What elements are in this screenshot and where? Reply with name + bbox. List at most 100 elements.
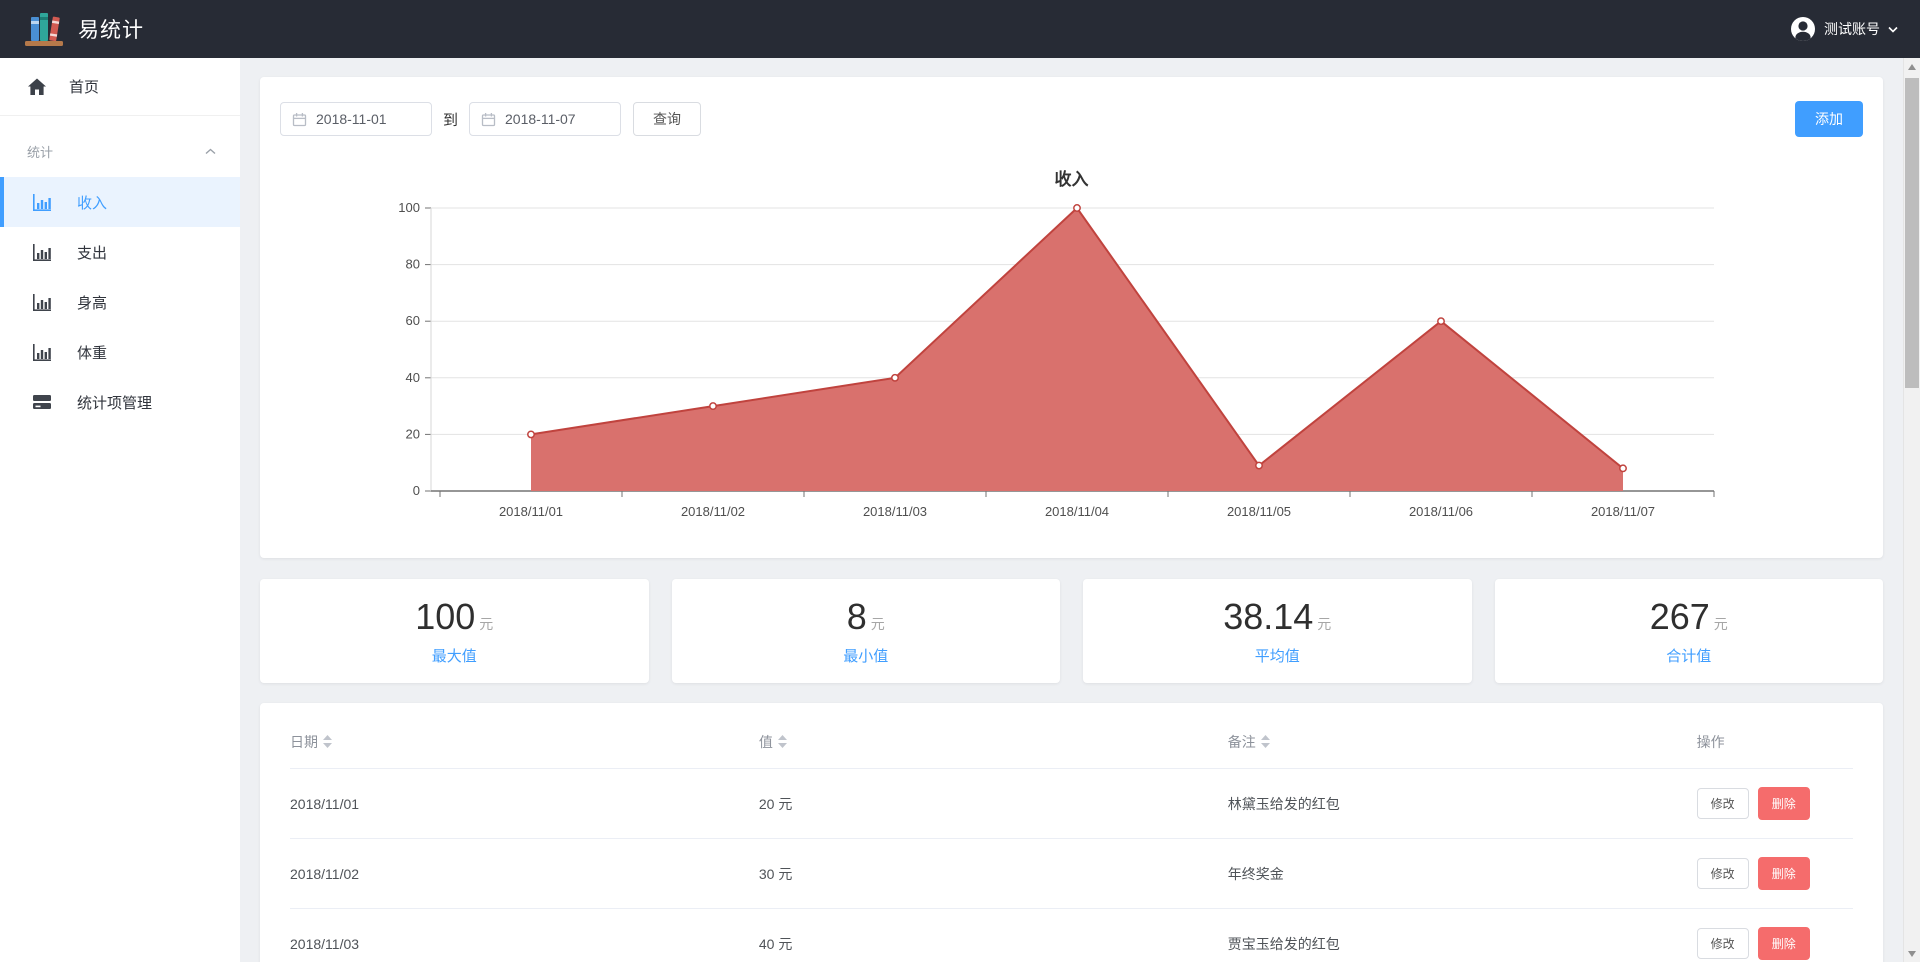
- delete-button[interactable]: 删除: [1757, 927, 1810, 960]
- chart-point: [891, 373, 899, 382]
- sidebar-section-label: 统计: [27, 145, 54, 160]
- sidebar-item-height[interactable]: 身高: [0, 277, 240, 327]
- col-header-value[interactable]: 值: [759, 709, 1228, 769]
- sidebar-item-home[interactable]: 首页: [0, 58, 240, 116]
- calendar-icon: [292, 112, 307, 126]
- chart-panel: 2018-11-01 到 2018-11-07 查询 添加 收入 0 20 40 60…: [260, 77, 1883, 558]
- records-table-panel: 日期 值 备注 操作 2018: [260, 703, 1883, 962]
- svg-text:60: 60: [406, 313, 420, 328]
- svg-text:40: 40: [406, 370, 420, 385]
- stat-label: 最小值: [843, 648, 889, 665]
- stat-value: 267: [1649, 596, 1710, 637]
- query-button[interactable]: 查询: [633, 102, 702, 136]
- svg-text:2018/11/04: 2018/11/04: [1045, 504, 1109, 519]
- app-title: 易统计: [78, 19, 144, 42]
- chart-point: [527, 430, 535, 439]
- delete-button[interactable]: 删除: [1757, 787, 1810, 820]
- cell-date: 2018/11/03: [290, 908, 759, 962]
- chart-point: [1437, 317, 1445, 326]
- sort-icon: [1260, 735, 1270, 748]
- sidebar-item-label: 体重: [77, 344, 108, 362]
- chart-point: [709, 402, 717, 411]
- col-header-actions: 操作: [1696, 734, 1725, 750]
- edit-button[interactable]: 修改: [1696, 928, 1749, 959]
- stat-card-total: 267 元 合计值: [1494, 579, 1883, 683]
- svg-text:2018/11/06: 2018/11/06: [1409, 504, 1473, 519]
- svg-text:2018/11/05: 2018/11/05: [1227, 504, 1291, 519]
- svg-text:2018/11/07: 2018/11/07: [1591, 504, 1655, 519]
- sidebar-item-income[interactable]: 收入: [0, 177, 240, 227]
- stat-unit: 元: [479, 616, 494, 632]
- sidebar-item-weight[interactable]: 体重: [0, 327, 240, 377]
- date-to-input[interactable]: 2018-11-07: [469, 102, 622, 136]
- svg-text:2018/11/01: 2018/11/01: [499, 504, 563, 519]
- svg-text:0: 0: [413, 483, 420, 498]
- bookshelf-logo-icon: [25, 13, 63, 46]
- sidebar-item-expense[interactable]: 支出: [0, 227, 240, 277]
- to-label: 到: [443, 111, 459, 129]
- stat-unit: 元: [870, 616, 885, 632]
- sidebar-item-label: 收入: [77, 194, 108, 212]
- account-menu[interactable]: 测试账号: [1790, 16, 1898, 42]
- stat-card-max: 100 元 最大值: [260, 579, 649, 683]
- sidebar-item-stat-manage[interactable]: 统计项管理: [0, 377, 240, 427]
- avatar-icon: [1791, 17, 1815, 41]
- scrollbar-up-arrow[interactable]: [1904, 58, 1920, 75]
- calendar-icon: [481, 112, 496, 126]
- account-name: 测试账号: [1824, 21, 1880, 37]
- home-icon: [28, 78, 46, 95]
- edit-button[interactable]: 修改: [1696, 788, 1749, 819]
- filter-toolbar: 2018-11-01 到 2018-11-07 查询 添加: [280, 101, 1863, 137]
- chevron-up-icon: [205, 148, 216, 155]
- date-to-value: 2018-11-07: [505, 111, 576, 127]
- svg-text:80: 80: [406, 257, 420, 272]
- cell-value: 30 元: [758, 838, 1228, 909]
- bar-chart-icon: [33, 194, 51, 211]
- bar-chart-icon: [33, 244, 51, 261]
- date-from-input[interactable]: 2018-11-01: [280, 102, 432, 136]
- cell-note: 贾宝玉给发的红包: [1227, 908, 1697, 962]
- cell-date: 2018/11/02: [290, 838, 759, 909]
- svg-text:2018/11/03: 2018/11/03: [863, 504, 927, 519]
- table-row: 2018/11/01 20 元 林黛玉给发的红包 修改 删除: [290, 768, 1853, 839]
- delete-button[interactable]: 删除: [1757, 857, 1810, 890]
- chevron-down-icon: [1888, 26, 1898, 33]
- stat-value: 8: [846, 596, 867, 637]
- date-from-value: 2018-11-01: [316, 111, 387, 127]
- cell-value: 40 元: [758, 908, 1228, 962]
- stat-card-min: 8 元 最小值: [671, 579, 1060, 683]
- edit-button[interactable]: 修改: [1696, 858, 1749, 889]
- cell-note: 林黛玉给发的红包: [1227, 768, 1697, 839]
- svg-text:2018/11/02: 2018/11/02: [681, 504, 745, 519]
- scrollbar-down-arrow[interactable]: [1904, 945, 1920, 962]
- sidebar: 首页 统计 收入: [0, 58, 240, 962]
- svg-text:20: 20: [406, 426, 420, 441]
- scrollbar-thumb[interactable]: [1905, 78, 1919, 388]
- page-scrollbar[interactable]: [1903, 58, 1920, 962]
- table-row: 2018/11/02 30 元 年终奖金 修改 删除: [290, 838, 1853, 909]
- top-bar: 易统计 测试账号: [0, 0, 1920, 58]
- chart-point: [1619, 464, 1627, 473]
- sidebar-home-label: 首页: [69, 79, 100, 96]
- stat-label: 合计值: [1666, 648, 1712, 665]
- sidebar-section-stats[interactable]: 统计: [0, 116, 240, 177]
- chart-point: [1073, 204, 1081, 212]
- bar-chart-icon: [33, 344, 51, 361]
- bar-chart-icon: [33, 294, 51, 311]
- stat-unit: 元: [1317, 616, 1332, 632]
- stat-card-average: 38.14 元 平均值: [1083, 579, 1472, 683]
- stat-value: 38.14: [1223, 596, 1314, 637]
- stat-unit: 元: [1713, 616, 1728, 632]
- sidebar-item-label: 统计项管理: [77, 394, 153, 412]
- sort-icon: [323, 735, 332, 748]
- chart-point: [1255, 461, 1263, 470]
- stat-label: 平均值: [1254, 648, 1300, 665]
- server-stack-icon: [33, 395, 51, 409]
- stat-value: 100: [415, 596, 476, 637]
- svg-text:100: 100: [398, 200, 420, 215]
- income-area-chart: 0 20 40 60 80 100 2018/11/01 2018/11/02 2018/11/…: [398, 200, 1715, 519]
- col-header-note[interactable]: 备注: [1228, 709, 1697, 769]
- col-header-date[interactable]: 日期: [290, 709, 759, 769]
- sort-icon: [777, 735, 787, 748]
- add-button[interactable]: 添加: [1795, 101, 1863, 137]
